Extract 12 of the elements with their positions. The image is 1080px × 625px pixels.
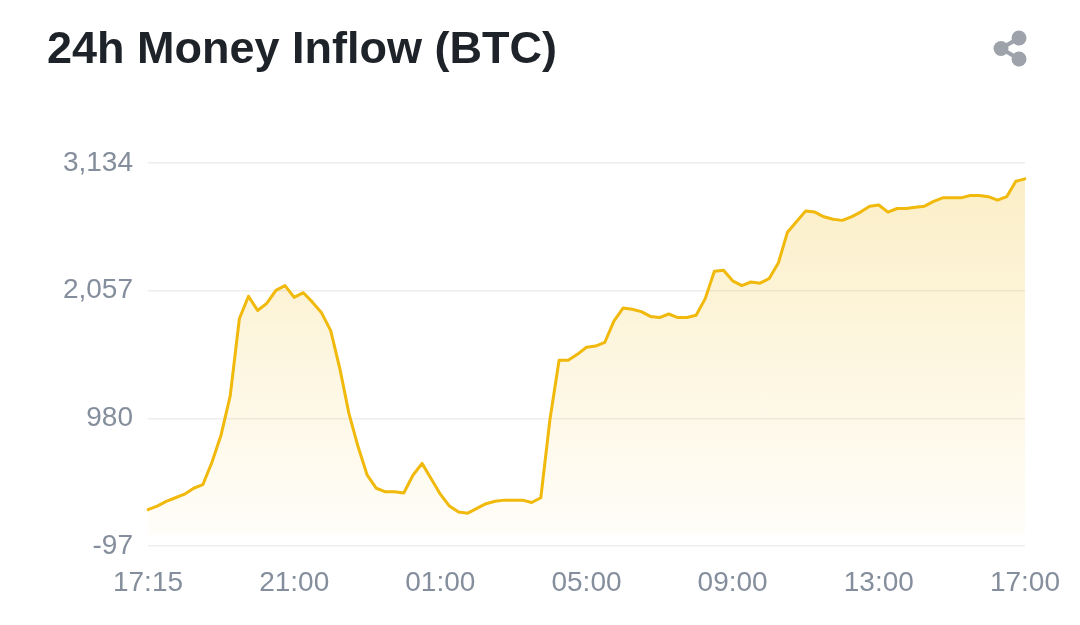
- x-tick-label: 17:15: [112, 565, 184, 597]
- x-tick-label: 05:00: [551, 565, 622, 597]
- y-tick-label: -97: [92, 528, 133, 560]
- y-tick-label: 2,057: [62, 273, 133, 305]
- y-tick-label: 3,134: [62, 145, 133, 177]
- x-tick-label: 09:00: [697, 565, 768, 597]
- x-tick-label: 13:00: [843, 565, 914, 597]
- y-tick-label: 980: [86, 401, 133, 433]
- x-tick-label: 17:00: [989, 565, 1060, 597]
- chart-title: 24h Money Inflow (BTC): [47, 22, 557, 74]
- x-tick-label: 21:00: [259, 565, 330, 597]
- x-tick-label: 01:00: [405, 565, 476, 597]
